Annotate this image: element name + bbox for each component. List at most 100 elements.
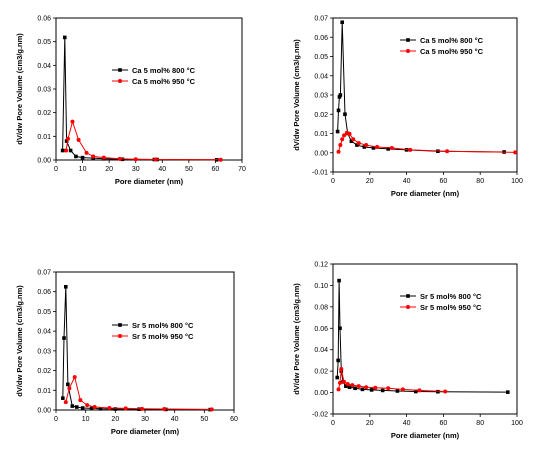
legend-label: Sr 5 mol% 800 °C [132,321,194,330]
y-tick-label: -0.02 [312,412,328,419]
data-point-circle [389,145,394,150]
legend-label: Sr 5 mol% 950 °C [132,332,194,341]
legend-marker-circle [118,334,122,338]
data-point-square [344,384,348,388]
data-point-circle [162,407,167,412]
data-point-square [62,336,66,340]
data-point-circle [336,149,341,154]
data-point-circle [345,382,350,386]
x-tick-label: 60 [212,166,220,173]
x-tick-label: 80 [476,420,484,427]
data-point-square [113,407,118,411]
data-point-square [336,108,341,113]
y-tick-label: 0.05 [37,39,51,46]
x-tick-label: 30 [141,416,149,423]
y-tick-label: 0.03 [37,348,51,355]
y-tick-label: 0.03 [314,93,328,100]
series-line-2 [338,132,516,153]
x-tick-label: 100 [511,420,523,427]
y-tick-label: 0.05 [314,54,328,61]
data-point-square [371,146,376,150]
data-point-square [386,147,390,151]
data-point-square [63,284,68,289]
data-point-square [343,112,347,117]
x-tick-label: 50 [185,166,193,173]
data-point-circle [101,155,106,160]
data-point-circle [417,388,422,393]
data-point-circle [408,147,413,152]
x-tick-label: 80 [476,178,484,185]
data-point-circle [63,400,68,405]
y-tick-label: 0.04 [37,63,51,70]
data-point-square [98,407,103,411]
data-point-circle [64,148,69,153]
y-axis-title: dV/dw Pore Volume (cm3/g.nm) [15,33,24,145]
data-point-circle [443,389,448,394]
data-point-square [380,388,385,393]
data-point-square [335,375,340,380]
data-point-circle [84,150,89,155]
legend-label: Ca 5 mol% 950 °C [132,77,196,86]
data-point-square [349,139,354,143]
x-tick-label: 0 [54,416,58,423]
y-tick-label: 0.07 [37,270,51,277]
x-tick-label: 10 [79,166,87,173]
data-point-square [64,139,69,143]
data-point-square [335,129,340,134]
y-tick-label: 0.06 [314,326,328,333]
data-point-circle [337,380,342,385]
y-axis-title: dV/dw Pore Volume (cm3/g.nm) [292,39,301,151]
data-point-circle [340,137,345,142]
data-point-circle [70,119,75,124]
y-axis-title: dV/dw Pore Volume (cm3/g.nm) [15,285,24,397]
y-tick-label: 0.03 [37,87,51,94]
data-point-circle [91,154,96,159]
legend-label: Ca 5 mol% 800 °C [420,36,484,45]
data-point-square [68,148,73,153]
data-point-square [80,406,85,410]
data-point-circle [445,149,450,154]
legend-marker-circle [406,49,410,53]
y-tick-label: 0.06 [37,16,51,23]
y-tick-label: 0.02 [37,110,51,117]
data-point-square [60,148,65,153]
x-tick-label: 10 [82,416,90,423]
data-point-square [338,326,342,331]
series-line-2 [65,119,221,161]
x-tick-label: 0 [331,420,335,427]
x-axis-title: Pore diameter (nm) [111,427,180,436]
x-tick-label: 40 [171,416,179,423]
y-tick-label: 0.06 [314,35,328,42]
x-tick-label: 30 [132,166,140,173]
data-point-square [360,387,365,392]
data-point-circle [336,387,341,392]
x-tick-label: 20 [111,416,119,423]
y-tick-label: 0.01 [37,388,51,395]
y-tick-label: 0.02 [314,369,328,376]
data-point-circle [513,150,518,155]
legend-marker-square [406,38,410,42]
data-point-square [362,145,367,149]
x-axis-title: Pore diameter (nm) [391,189,460,198]
y-axis-title: dV/dw Pore Volume (cm3/g.nm) [292,283,301,395]
y-tick-label: 0.02 [314,112,328,119]
legend-marker-square [118,323,122,327]
data-point-square [436,389,440,394]
data-point-square [74,154,78,159]
legend-label: Sr 5 mol% 800 °C [420,292,482,301]
data-point-circle [218,157,223,162]
y-tick-label: 0.10 [314,283,328,290]
data-point-square [353,386,357,391]
plot-frame [55,17,243,161]
x-tick-label: 60 [230,416,238,423]
legend-marker-circle [406,305,410,309]
legend-label: Ca 5 mol% 950 °C [420,47,484,56]
x-tick-label: 0 [331,178,335,185]
data-point-square [355,143,359,147]
legend-marker-square [406,294,410,298]
y-tick-label: 0.04 [37,329,51,336]
y-tick-label: -0.01 [312,170,328,177]
data-point-circle [351,137,356,142]
plot-frame [332,263,518,415]
data-point-circle [347,131,352,136]
